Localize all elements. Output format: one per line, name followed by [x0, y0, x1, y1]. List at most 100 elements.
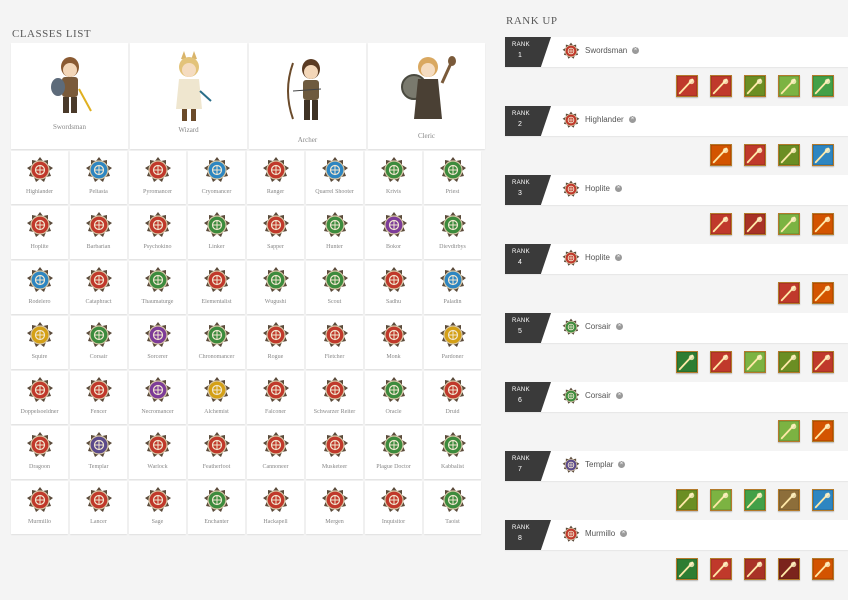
class-cell-schwarzer-reiter[interactable]: Schwarzer Reiter — [306, 371, 363, 424]
class-cell-corsair[interactable]: Corsair — [70, 316, 127, 369]
remove-class-button[interactable]: × — [620, 530, 627, 537]
skill-icon[interactable] — [778, 282, 800, 304]
class-cell-psychokino[interactable]: Psychokino — [129, 206, 186, 259]
class-cell-bokor[interactable]: Bokor — [365, 206, 422, 259]
class-cell-priest[interactable]: Priest — [424, 151, 481, 204]
class-cell-monk[interactable]: Monk — [365, 316, 422, 369]
class-cell-quarrel-shooter[interactable]: Quarrel Shooter — [306, 151, 363, 204]
class-cell-fletcher[interactable]: Fletcher — [306, 316, 363, 369]
remove-class-button[interactable]: × — [616, 392, 623, 399]
class-cell-hunter[interactable]: Hunter — [306, 206, 363, 259]
class-cell-highlander[interactable]: Highlander — [11, 151, 68, 204]
class-cell-linker[interactable]: Linker — [188, 206, 245, 259]
skill-icon[interactable] — [778, 75, 800, 97]
class-cell-falconer[interactable]: Falconer — [247, 371, 304, 424]
class-cell-pyromancer[interactable]: Pyromancer — [129, 151, 186, 204]
remove-class-button[interactable]: × — [615, 185, 622, 192]
class-cell-murmillo[interactable]: Murmillo — [11, 481, 68, 534]
class-cell-warlock[interactable]: Warlock — [129, 426, 186, 479]
class-cell-musketeer[interactable]: Musketeer — [306, 426, 363, 479]
skill-icon[interactable] — [744, 351, 766, 373]
skill-icon[interactable] — [676, 75, 698, 97]
skill-icon[interactable] — [744, 213, 766, 235]
skill-icon[interactable] — [812, 213, 834, 235]
base-class-card-archer[interactable]: Archer — [249, 43, 366, 149]
class-cell-cataphract[interactable]: Cataphract — [70, 261, 127, 314]
class-cell-templar[interactable]: Templar — [70, 426, 127, 479]
class-cell-sadhu[interactable]: Sadhu — [365, 261, 422, 314]
skill-icon[interactable] — [812, 489, 834, 511]
skill-icon[interactable] — [778, 351, 800, 373]
class-cell-krivis[interactable]: Krivis — [365, 151, 422, 204]
class-cell-wugushi[interactable]: Wugushi — [247, 261, 304, 314]
class-cell-elementalist[interactable]: Elementalist — [188, 261, 245, 314]
skill-icon[interactable] — [710, 489, 732, 511]
skill-icon[interactable] — [812, 558, 834, 580]
skill-icon[interactable] — [744, 75, 766, 97]
class-cell-fencer[interactable]: Fencer — [70, 371, 127, 424]
skill-icon[interactable] — [710, 558, 732, 580]
skill-icon[interactable] — [778, 213, 800, 235]
skill-icon[interactable] — [812, 351, 834, 373]
class-cell-sage[interactable]: Sage — [129, 481, 186, 534]
class-cell-taoist[interactable]: Taoist — [424, 481, 481, 534]
class-cell-dragoon[interactable]: Dragoon — [11, 426, 68, 479]
class-cell-hackapell[interactable]: Hackapell — [247, 481, 304, 534]
class-cell-dievdirbys[interactable]: Dievdirbys — [424, 206, 481, 259]
class-cell-cannoneer[interactable]: Cannoneer — [247, 426, 304, 479]
skill-icon[interactable] — [812, 75, 834, 97]
skill-icon[interactable] — [710, 75, 732, 97]
skill-icon[interactable] — [710, 213, 732, 235]
skill-icon[interactable] — [710, 351, 732, 373]
class-cell-thaumaturge[interactable]: Thaumaturge — [129, 261, 186, 314]
class-cell-featherfoot[interactable]: Featherfoot — [188, 426, 245, 479]
skill-icon[interactable] — [744, 144, 766, 166]
class-cell-pardoner[interactable]: Pardoner — [424, 316, 481, 369]
skill-icon[interactable] — [744, 489, 766, 511]
base-class-card-wizard[interactable]: Wizard — [130, 43, 247, 149]
skill-icon[interactable] — [778, 144, 800, 166]
class-cell-inquisitor[interactable]: Inquisitor — [365, 481, 422, 534]
class-cell-rodelero[interactable]: Rodelero — [11, 261, 68, 314]
class-cell-paladin[interactable]: Paladin — [424, 261, 481, 314]
class-cell-squire[interactable]: Squire — [11, 316, 68, 369]
skill-icon[interactable] — [676, 351, 698, 373]
class-cell-lancer[interactable]: Lancer — [70, 481, 127, 534]
base-class-card-cleric[interactable]: Cleric — [368, 43, 485, 149]
class-cell-cryomancer[interactable]: Cryomancer — [188, 151, 245, 204]
remove-class-button[interactable]: × — [615, 254, 622, 261]
skill-icon[interactable] — [812, 144, 834, 166]
class-cell-enchanter[interactable]: Enchanter — [188, 481, 245, 534]
class-cell-scout[interactable]: Scout — [306, 261, 363, 314]
class-cell-rogue[interactable]: Rogue — [247, 316, 304, 369]
class-cell-plague-doctor[interactable]: Plague Doctor — [365, 426, 422, 479]
class-cell-kabbalist[interactable]: Kabbalist — [424, 426, 481, 479]
remove-class-button[interactable]: × — [616, 323, 623, 330]
class-cell-sorcerer[interactable]: Sorcerer — [129, 316, 186, 369]
skill-icon[interactable] — [812, 420, 834, 442]
class-cell-peltasta[interactable]: Peltasta — [70, 151, 127, 204]
skill-icon[interactable] — [778, 558, 800, 580]
skill-icon[interactable] — [676, 489, 698, 511]
remove-class-button[interactable]: × — [632, 47, 639, 54]
skill-icon[interactable] — [676, 558, 698, 580]
skill-icon[interactable] — [778, 420, 800, 442]
skill-icon[interactable] — [710, 144, 732, 166]
class-cell-oracle[interactable]: Oracle — [365, 371, 422, 424]
class-cell-hoplite[interactable]: Hoplite — [11, 206, 68, 259]
base-class-card-swordsman[interactable]: Swordsman — [11, 43, 128, 149]
class-cell-mergen[interactable]: Mergen — [306, 481, 363, 534]
class-cell-sapper[interactable]: Sapper — [247, 206, 304, 259]
skill-icon[interactable] — [778, 489, 800, 511]
class-cell-barbarian[interactable]: Barbarian — [70, 206, 127, 259]
class-cell-doppelsoeldner[interactable]: Doppelsoeldner — [11, 371, 68, 424]
class-cell-druid[interactable]: Druid — [424, 371, 481, 424]
remove-class-button[interactable]: × — [618, 461, 625, 468]
class-cell-necromancer[interactable]: Necromancer — [129, 371, 186, 424]
class-cell-chronomancer[interactable]: Chronomancer — [188, 316, 245, 369]
class-cell-alchemist[interactable]: Alchemist — [188, 371, 245, 424]
skill-icon[interactable] — [744, 558, 766, 580]
skill-icon[interactable] — [812, 282, 834, 304]
class-cell-ranger[interactable]: Ranger — [247, 151, 304, 204]
remove-class-button[interactable]: × — [629, 116, 636, 123]
